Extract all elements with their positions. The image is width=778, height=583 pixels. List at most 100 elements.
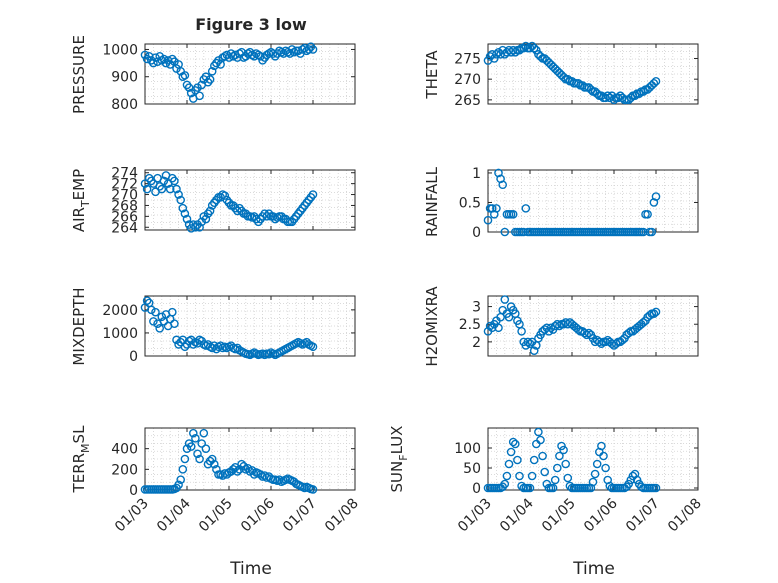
data-point [626,93,636,103]
subplot-pressure: Figure 3 low PRESSURE [70,15,307,114]
series-h2omixra [483,295,661,356]
data-point [510,439,520,449]
data-point [649,79,659,88]
plot-terr_msl: 0 200 400 01/03 01/04 01/05 01/06 01/07 01/08 [111,427,362,536]
data-point [172,184,181,194]
plot-pressure: 800 900 1000 [102,42,356,113]
data-point [597,339,606,348]
data-point [639,318,648,327]
data-point [205,75,215,84]
data-point [590,469,600,479]
data-point [207,343,217,353]
data-point [159,54,169,64]
data-point [651,307,661,317]
data-point [559,72,568,82]
data-point [140,50,150,60]
axes-frame [144,43,356,105]
y-tick-label: 1 [472,166,481,182]
data-point [563,74,573,84]
data-point [529,346,539,356]
subplot-air-temp: AIRTEMP [70,169,92,232]
data-point [538,451,547,461]
data-point [220,191,230,200]
data-point [563,473,573,483]
data-point [149,317,158,326]
y-tick-label: 2 [472,335,481,351]
data-point [599,451,608,461]
subplot-theta: THETA [423,50,441,100]
data-point [592,459,602,469]
data-point [277,47,286,57]
data-point [298,45,307,54]
grid-terr_msl [145,428,355,490]
data-point [176,195,185,205]
data-point [157,312,167,322]
y-tick-label: 265 [454,93,481,109]
data-point [555,451,564,461]
data-point [597,441,606,451]
data-point [264,349,274,359]
axes-frame [144,169,356,231]
data-point [489,54,499,63]
data-point [513,455,522,465]
grid-mixdepth [145,296,355,356]
y-tick-label: 2000 [102,303,138,319]
data-point [500,227,510,237]
ylabel-air-temp-part2: EMP [70,169,88,200]
y-tick-label: 270 [454,72,481,88]
data-point [178,465,188,474]
data-point [180,71,190,80]
ylabel-air-temp-part1: AIR [70,207,88,232]
data-point [597,91,606,101]
data-point [515,45,524,55]
data-point [536,435,545,445]
data-point [483,215,493,225]
data-point [494,323,503,333]
data-point [178,72,188,82]
data-point [275,475,284,484]
data-point [308,342,318,352]
subplot-rainfall: RAINFALL [423,166,441,237]
data-point [155,324,164,333]
grid-sun_flux [488,428,698,490]
ylabel-pressure: PRESSURE [70,35,88,114]
x-tick-label: 01/06 [581,495,621,535]
data-point [197,439,206,448]
series-mixdepth [140,296,318,360]
y-tick-label: 1000 [102,326,138,342]
data-point [605,93,615,103]
ylabel-air-temp-subscript: T [79,200,92,208]
data-point [178,203,188,213]
data-point [182,444,192,453]
y-tick-label: 0 [472,225,481,241]
ylabel-terr-msl-subscript: M [79,443,92,453]
xlabel-terr-msl: Time [229,559,272,579]
data-point [574,325,583,334]
grid-rainfall [488,170,698,232]
data-point [186,335,196,345]
x-tick-label: 01/06 [238,495,278,535]
ylabel-sun-flux-part1: SUN [388,461,406,493]
ylabel-theta: THETA [423,50,441,100]
data-point [504,312,514,322]
ylabel-h2omixra: H2OMIXRA [423,286,441,367]
ylabel-sun-flux: SUNFLUX [388,426,410,493]
y-tick-label: 1000 [102,42,138,58]
subplot-terr-msl: TERRMSL Time [70,425,272,579]
data-point [174,190,183,199]
x-tick-label: 01/05 [196,496,236,536]
y-tick-label: 264 [111,220,138,236]
data-point [532,439,541,449]
data-point [586,85,596,94]
data-point [492,50,501,59]
y-tick-label: 266 [111,209,138,225]
y-tick-label: 900 [111,70,138,86]
data-point [534,427,543,437]
data-point [167,307,177,317]
data-point [649,309,659,318]
y-tick-label: 275 [454,51,481,67]
data-point [149,58,158,68]
data-point [157,184,167,194]
data-point [555,321,564,331]
